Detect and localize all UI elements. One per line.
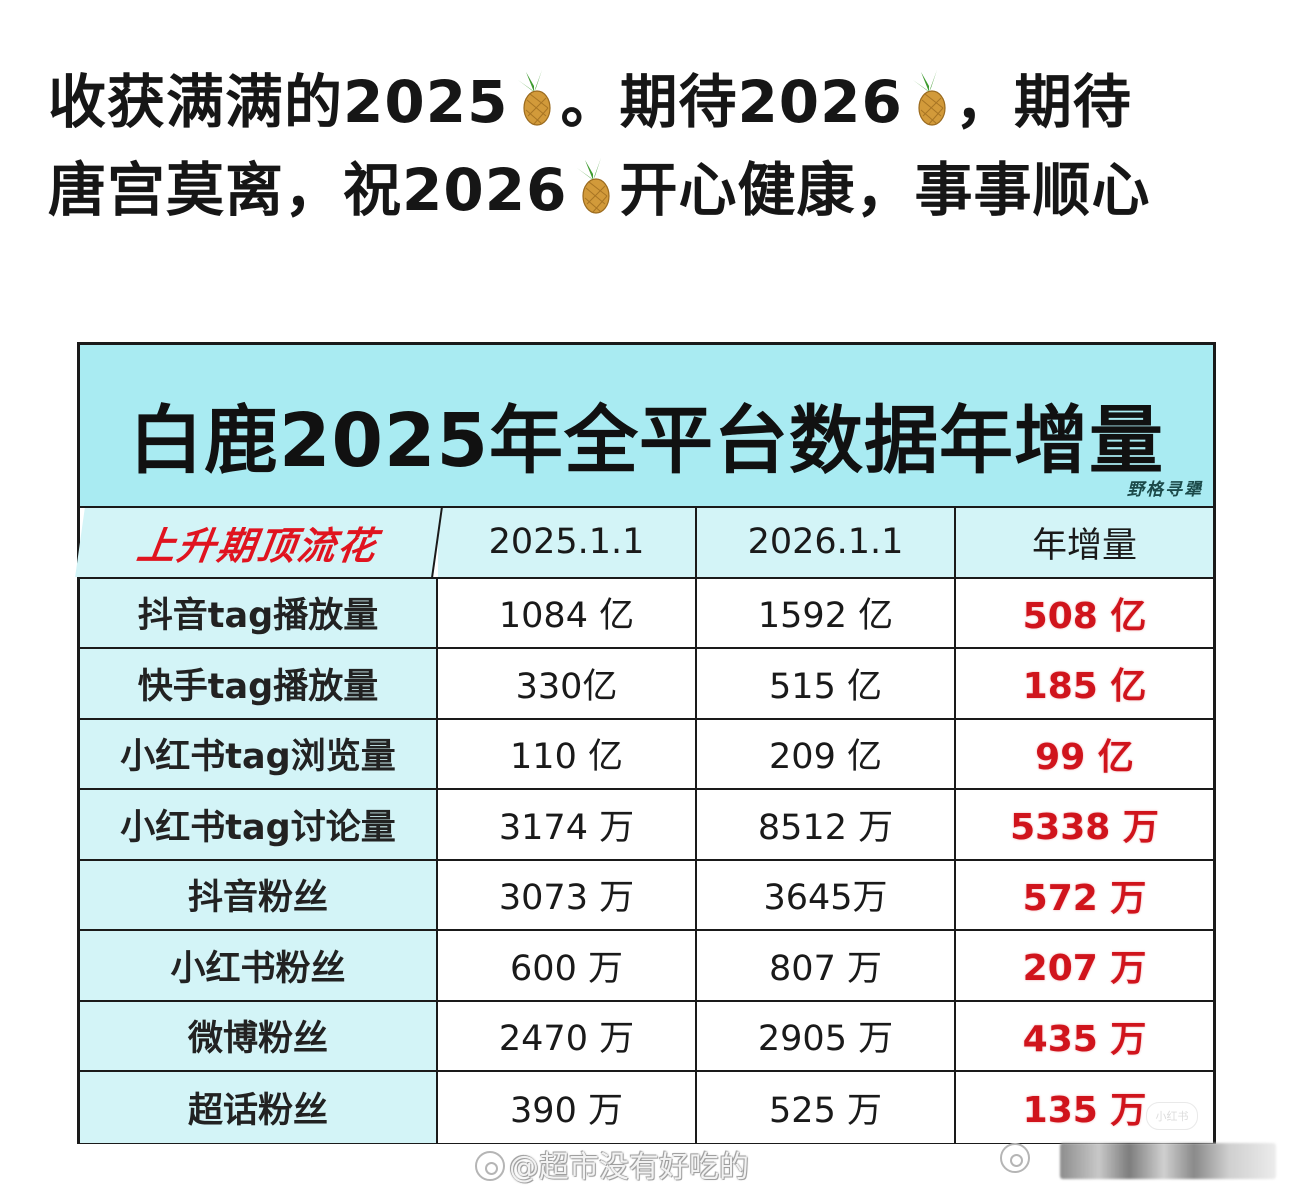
value-increase: 99 亿	[956, 719, 1213, 788]
post-caption: 收获满满的2025 。期待2026 ，期待 唐宫莫离，祝2026 开心健康，事事顺心	[48, 58, 1258, 234]
table-row: 快手tag播放量 330亿 515 亿 185 亿	[80, 649, 1213, 720]
value-2026: 807 万	[697, 931, 956, 1000]
watermark-username: @超市没有好吃的	[509, 1150, 749, 1185]
value-2026: 3645万	[697, 860, 956, 929]
value-increase: 435 万	[956, 1001, 1213, 1070]
metric-label: 快手tag播放量	[80, 649, 438, 718]
pineapple-icon	[907, 64, 951, 126]
value-increase: 508 亿	[956, 578, 1213, 647]
caption-text: ，期待	[954, 68, 1132, 136]
header-2025: 2025.1.1	[438, 508, 697, 577]
value-2025: 390 万	[438, 1072, 697, 1143]
header-2026: 2026.1.1	[697, 508, 956, 577]
metric-label: 小红书tag讨论量	[80, 790, 438, 859]
table-header-row: 上升期顶流花 2025.1.1 2026.1.1 年增量	[75, 508, 1213, 579]
faded-badge: 小红书	[1146, 1102, 1198, 1130]
table-row: 小红书tag浏览量 110 亿 209 亿 99 亿	[80, 719, 1213, 790]
author-signature: 野格寻犟	[1127, 480, 1203, 500]
value-increase: 185 亿	[956, 649, 1213, 718]
caption-text: 收获满满的2025	[48, 68, 509, 136]
table-title: 白鹿2025年全平台数据年增量	[129, 398, 1164, 484]
value-2026: 525 万	[697, 1072, 956, 1143]
table-row: 抖音tag播放量 1084 亿 1592 亿 508 亿	[80, 578, 1213, 649]
value-increase: 207 万	[956, 931, 1213, 1000]
value-increase: 572 万	[956, 860, 1213, 929]
value-increase: 5338 万	[956, 790, 1213, 859]
weibo-logo-icon	[1000, 1143, 1030, 1173]
value-2026: 1592 亿	[697, 578, 956, 647]
metric-label: 抖音粉丝	[80, 860, 438, 929]
value-increase: 135 万	[956, 1072, 1213, 1143]
value-2025: 3073 万	[438, 860, 697, 929]
header-increase: 年增量	[956, 508, 1213, 577]
weibo-watermark-redacted	[1000, 1142, 1034, 1177]
value-2025: 330亿	[438, 649, 697, 718]
metric-label: 小红书tag浏览量	[80, 719, 438, 788]
value-2025: 600 万	[438, 931, 697, 1000]
caption-text: 开心健康，事事顺心	[619, 156, 1151, 224]
metric-label: 抖音tag播放量	[80, 578, 438, 647]
value-2026: 209 亿	[697, 719, 956, 788]
caption-line-2: 唐宫莫离，祝2026 开心健康，事事顺心	[48, 146, 1258, 234]
table-row: 超话粉丝 390 万 525 万 135 万	[80, 1072, 1213, 1143]
header-badge: 上升期顶流花	[75, 508, 443, 577]
pineapple-icon	[571, 152, 615, 214]
table-grid: 上升期顶流花 2025.1.1 2026.1.1 年增量 抖音tag播放量 10…	[75, 508, 1213, 1143]
metric-label: 小红书粉丝	[80, 931, 438, 1000]
value-2025: 110 亿	[438, 719, 697, 788]
value-2025: 1084 亿	[438, 578, 697, 647]
table-row: 小红书tag讨论量 3174 万 8512 万 5338 万	[80, 790, 1213, 861]
caption-text: 唐宫莫离，祝2026	[48, 156, 568, 224]
table-title-cell: 白鹿2025年全平台数据年增量 野格寻犟	[80, 345, 1213, 508]
table-row: 抖音粉丝 3073 万 3645万 572 万	[80, 860, 1213, 931]
metric-label: 微博粉丝	[80, 1001, 438, 1070]
value-2026: 515 亿	[697, 649, 956, 718]
caption-line-1: 收获满满的2025 。期待2026 ，期待	[48, 58, 1258, 146]
table-row: 小红书粉丝 600 万 807 万 207 万	[80, 931, 1213, 1002]
metric-label: 超话粉丝	[80, 1072, 438, 1143]
table-row: 微博粉丝 2470 万 2905 万 435 万	[80, 1001, 1213, 1072]
weibo-watermark: @超市没有好吃的	[475, 1142, 749, 1186]
value-2025: 2470 万	[438, 1001, 697, 1070]
caption-text: 。期待2026	[560, 68, 903, 136]
value-2026: 2905 万	[697, 1001, 956, 1070]
redacted-username	[1060, 1143, 1276, 1179]
value-2025: 3174 万	[438, 790, 697, 859]
pineapple-icon	[512, 64, 556, 126]
value-2026: 8512 万	[697, 790, 956, 859]
data-table-image: 白鹿2025年全平台数据年增量 野格寻犟 上升期顶流花 2025.1.1 202…	[75, 342, 1216, 1144]
weibo-logo-icon	[475, 1151, 505, 1181]
